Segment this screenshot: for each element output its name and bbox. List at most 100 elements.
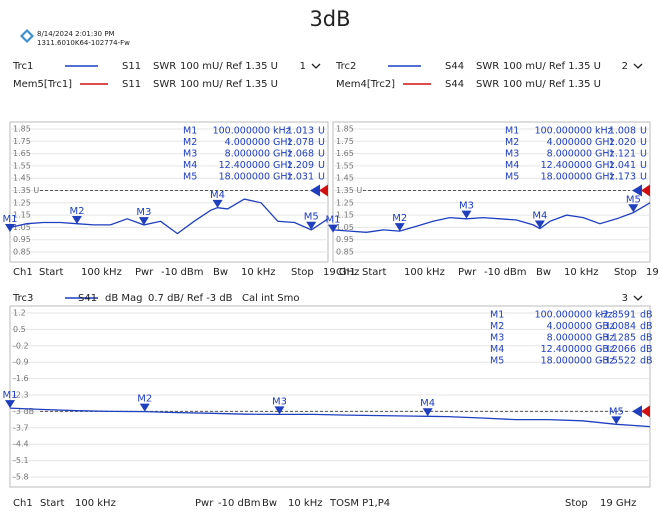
marker-table-cell: 1.008 — [609, 126, 636, 137]
marker-label: M5 — [626, 194, 641, 205]
marker-table-cell: 4.000000 — [547, 321, 592, 332]
marker — [5, 400, 15, 409]
trace-name: Trc3 — [12, 293, 33, 304]
y-tick-label: 1.45 — [13, 174, 31, 183]
marker-label: M4 — [532, 211, 547, 222]
marker-table-cell: 18.000000 — [541, 356, 592, 367]
page-title: 3dB — [309, 7, 350, 31]
y-tick-label: 1.75 — [336, 137, 354, 146]
y-tick-label: -1.6 — [13, 374, 29, 383]
marker-label: M5 — [609, 406, 624, 417]
memory-scale: 100 mU/ Ref 1.35 U — [180, 79, 278, 90]
marker-table-cell: 100.000000 — [213, 126, 270, 137]
marker-table-cell: dB — [640, 356, 653, 367]
trace-format: SWR — [476, 61, 499, 72]
marker-table-cell: 1.041 — [609, 160, 636, 171]
reference-arrow — [641, 184, 650, 197]
y-tick-label: 1.05 — [336, 223, 354, 232]
trace-scale: 100 mU/ Ref 1.35 U — [503, 61, 601, 72]
marker-table-cell: GHz — [595, 344, 615, 355]
marker-table-cell: -3.2066 — [599, 344, 636, 355]
trace-param: S41 — [78, 293, 97, 304]
marker-table-cell: 8.000000 — [547, 333, 592, 344]
footer-item: -10 dBm — [484, 267, 526, 278]
marker-table-cell: 1.209 — [287, 160, 314, 171]
firmware: 1311.6010K64-102774-Fw — [37, 39, 130, 47]
trace-line — [9, 407, 651, 428]
y-tick-label: -5.1 — [13, 456, 29, 465]
footer-item: Ch1 — [13, 267, 33, 278]
marker-table-cell: 4.000000 — [547, 137, 592, 148]
trace-name: Trc2 — [335, 61, 356, 72]
marker-label: M1 — [3, 390, 18, 401]
marker-table-cell: M2 — [490, 321, 504, 332]
footer-item: Stop — [565, 498, 588, 509]
trace-format: dB Mag — [105, 293, 143, 304]
window-chevron — [311, 63, 321, 69]
marker-table-cell: M5 — [505, 172, 519, 183]
marker-table-cell: dB — [640, 333, 653, 344]
marker-table-cell: GHz — [595, 149, 615, 160]
y-tick-label: -5.8 — [13, 473, 29, 482]
marker-table-cell: M4 — [505, 160, 519, 171]
reference-arrow — [319, 184, 328, 197]
marker-table-cell: M4 — [490, 344, 504, 355]
footer-item: Stop — [614, 267, 637, 278]
reference-arrow — [632, 184, 642, 197]
marker-label: M5 — [304, 212, 319, 223]
marker-table-cell: kHz — [595, 310, 613, 321]
marker-table-cell: GHz — [273, 172, 293, 183]
y-tick-label: 1.15 — [336, 211, 354, 220]
marker-table-cell: GHz — [595, 333, 615, 344]
marker-table-cell: 1.013 — [287, 126, 314, 137]
y-tick-label: 0.85 — [336, 248, 354, 257]
footer-item: Stop — [291, 267, 314, 278]
marker-table-cell: dB — [640, 310, 653, 321]
marker-label: M1 — [326, 215, 341, 226]
footer-item: -10 dBm — [161, 267, 203, 278]
marker-table-cell: M3 — [490, 333, 504, 344]
y-tick-label: 1.85 — [336, 125, 354, 134]
marker — [212, 199, 223, 208]
y-tick-label: 1.55 — [336, 161, 354, 170]
marker-table-cell: U — [318, 160, 325, 171]
window-chevron — [633, 295, 643, 301]
marker — [71, 215, 82, 224]
marker-table-cell: 1.121 — [609, 149, 636, 160]
footer-item: 100 kHz — [75, 498, 116, 509]
y-tick-label: 1.35 U — [336, 186, 362, 195]
y-tick-label: 1.2 — [13, 309, 26, 318]
marker-table-cell: GHz — [273, 137, 293, 148]
marker-table-cell: 8.000000 — [225, 149, 270, 160]
footer-item: 19 GHz — [646, 267, 660, 278]
footer-item: Ch1 — [13, 498, 33, 509]
footer-item: TOSM P1,P4 — [329, 498, 390, 509]
marker-table-cell: 1.068 — [287, 149, 314, 160]
footer-item: 100 kHz — [81, 267, 122, 278]
marker-table-cell: 1.031 — [287, 172, 314, 183]
memory-name: Mem5[Trc1] — [13, 79, 72, 90]
marker — [138, 217, 149, 226]
y-tick-label: 1.85 — [13, 125, 31, 134]
marker-table-cell: M1 — [490, 310, 504, 321]
marker-table-cell: 4.000000 — [225, 137, 270, 148]
trace-line — [9, 198, 329, 235]
marker — [628, 204, 639, 213]
marker-table-cell: U — [640, 172, 647, 183]
y-tick-label: 1.65 — [336, 149, 354, 158]
marker-table-cell: U — [640, 137, 647, 148]
marker-table-cell: 1.173 — [609, 172, 636, 183]
marker-table-cell: M1 — [183, 126, 197, 137]
window-number: 2 — [622, 61, 628, 72]
marker — [394, 223, 405, 232]
memory-scale: 100 mU/ Ref 1.35 U — [503, 79, 601, 90]
logo — [20, 29, 34, 43]
trace-name: Trc1 — [12, 61, 33, 72]
marker-label: M4 — [210, 190, 225, 201]
footer-item: Pwr — [135, 267, 154, 278]
reference-arrow — [310, 184, 320, 197]
marker-table-cell: -2.8591 — [599, 310, 636, 321]
marker-table-cell: U — [640, 160, 647, 171]
trace-scale: 0.7 dB/ Ref -3 dB — [148, 293, 233, 304]
